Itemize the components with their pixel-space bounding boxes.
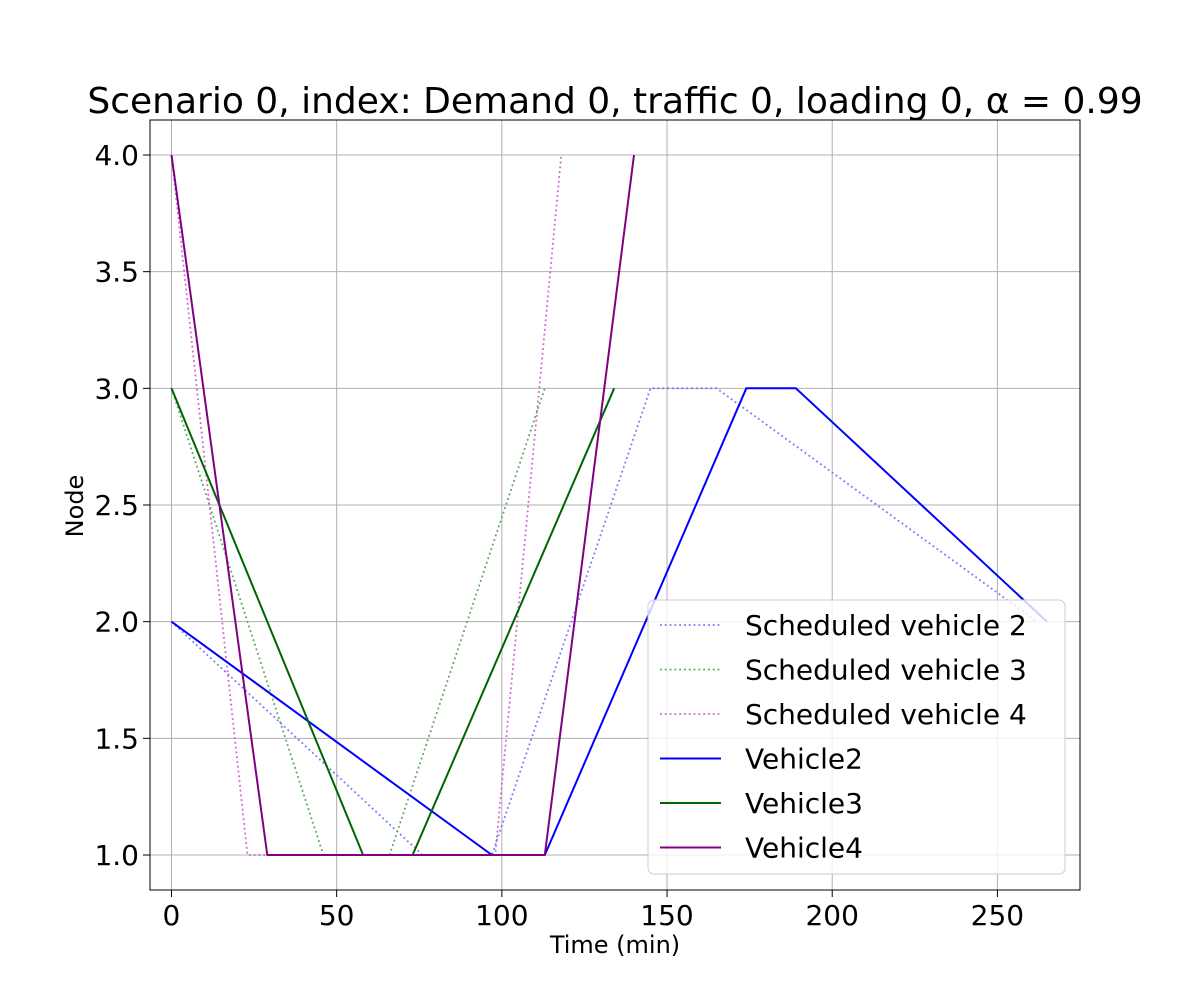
legend-item-vehicle4: Vehicle4 — [660, 832, 863, 865]
legend-label: Vehicle2 — [745, 743, 863, 776]
y-tick-label: 1.0 — [94, 839, 139, 872]
legend-label: Scheduled vehicle 3 — [745, 654, 1027, 687]
axis-ticks: 0 50 100 150 200 250 1.0 1.5 2.0 2.5 3.0 3.5 4.0 — [94, 139, 1024, 932]
legend-item-scheduled-vehicle-2: Scheduled vehicle 2 — [660, 609, 1027, 642]
x-axis-label: Time (min) — [549, 931, 680, 959]
series-line-scheduled-vehicle-2 — [170, 387, 1038, 856]
y-tick-label: 3.5 — [94, 256, 139, 289]
y-tick-label: 2.5 — [94, 489, 139, 522]
x-tick-label: 150 — [640, 899, 693, 932]
x-tick-label: 50 — [319, 899, 355, 932]
x-tick-label: 250 — [971, 899, 1024, 932]
series-line-scheduled-vehicle-4 — [170, 154, 563, 856]
x-tick-label: 200 — [805, 899, 858, 932]
series-line-vehicle4 — [170, 154, 635, 856]
y-tick-label: 4.0 — [94, 139, 139, 172]
y-axis-label: Node — [61, 475, 89, 538]
x-tick-label: 100 — [475, 899, 528, 932]
plot-series — [170, 154, 1048, 856]
y-tick-label: 1.5 — [94, 722, 139, 755]
legend-box — [647, 599, 1066, 875]
legend-label: Vehicle4 — [745, 832, 863, 865]
x-tick-label: 0 — [163, 899, 181, 932]
legend-item-vehicle3: Vehicle3 — [660, 787, 863, 820]
legend-label: Scheduled vehicle 4 — [745, 698, 1027, 731]
series-line-vehicle2 — [170, 387, 1048, 856]
y-tick-label: 3.0 — [94, 372, 139, 405]
legend-item-vehicle2: Vehicle2 — [660, 743, 863, 776]
legend-item-scheduled-vehicle-4: Scheduled vehicle 4 — [660, 698, 1027, 731]
y-tick-label: 2.0 — [94, 606, 139, 639]
chart-title: Scenario 0, index: Demand 0, traffic 0, … — [87, 81, 1142, 122]
grid — [150, 120, 1080, 890]
legend-label: Scheduled vehicle 2 — [745, 609, 1027, 642]
legend-label: Vehicle3 — [745, 787, 863, 820]
legend-item-scheduled-vehicle-3: Scheduled vehicle 3 — [660, 654, 1027, 687]
legend: Scheduled vehicle 2 Scheduled vehicle 3 Sc… — [647, 599, 1066, 875]
